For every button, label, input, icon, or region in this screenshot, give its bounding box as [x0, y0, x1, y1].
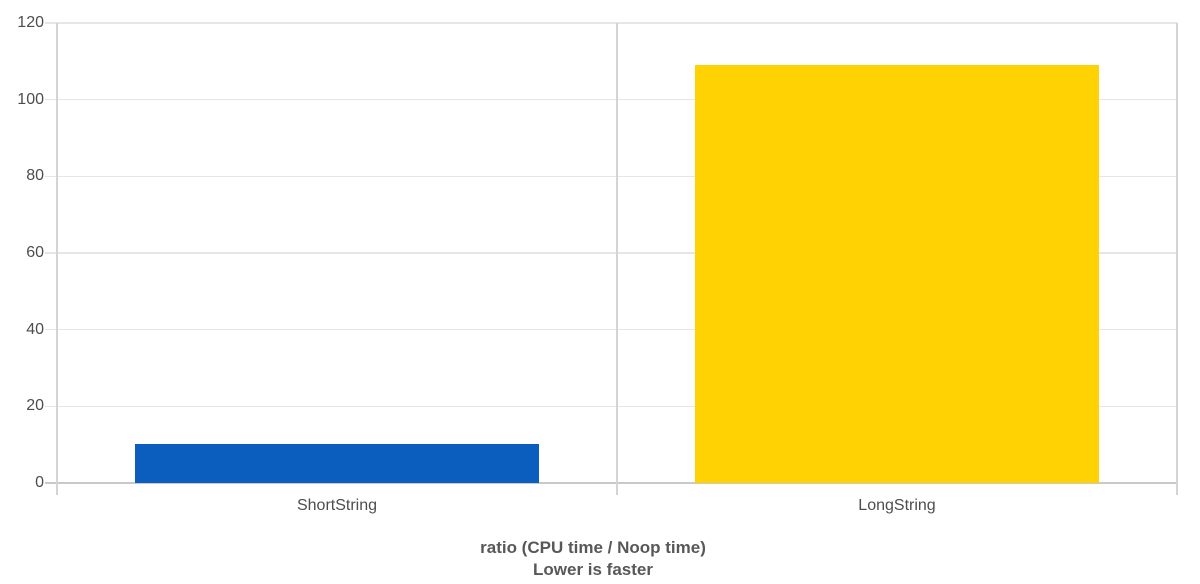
y-axis-tick-label: 40: [26, 320, 44, 338]
y-axis-tick-label: 20: [26, 397, 44, 415]
y-axis-tick-label: 60: [26, 244, 44, 261]
y-axis-tick-label: 80: [26, 167, 44, 185]
caption-line-2: Lower is faster: [533, 560, 653, 579]
category-divider-line: [1176, 23, 1178, 495]
caption-line-1: ratio (CPU time / Noop time): [480, 538, 706, 557]
bar-longstring: [694, 65, 1100, 483]
gridline: [45, 328, 1177, 331]
y-axis-line: [56, 23, 58, 495]
y-axis-tick-label: 0: [35, 474, 44, 491]
bar-shortstring: [134, 443, 540, 483]
y-axis-tick-label: 120: [17, 14, 44, 31]
gridline: [45, 252, 1177, 254]
chart-caption: ratio (CPU time / Noop time) Lower is fa…: [0, 537, 1186, 581]
gridline: [45, 98, 1177, 101]
gridline: [45, 175, 1177, 178]
x-axis-category-label: ShortString: [296, 497, 378, 514]
category-divider-line: [616, 23, 618, 495]
x-axis-category-label: LongString: [858, 497, 936, 514]
gridline: [45, 405, 1177, 408]
x-axis-baseline: [45, 482, 1177, 484]
gridline: [45, 22, 1177, 24]
y-axis-tick-label: 100: [17, 90, 44, 108]
